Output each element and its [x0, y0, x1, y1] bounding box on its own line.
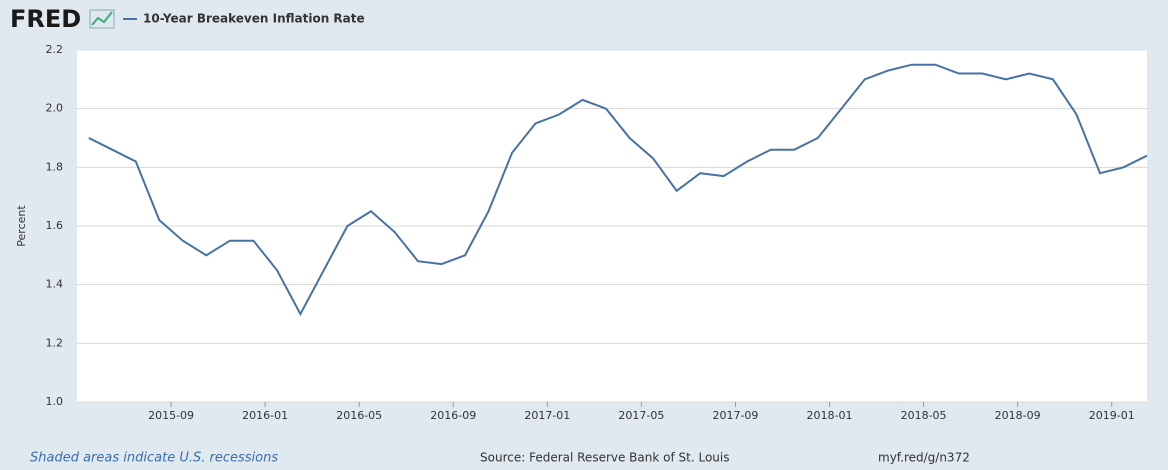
- logo-icon: [89, 9, 115, 29]
- logo: FRED: [10, 5, 81, 33]
- x-tick-label: 2016-05: [336, 409, 382, 422]
- recession-note[interactable]: Shaded areas indicate U.S. recessions: [30, 451, 278, 466]
- x-tick-label: 2017-01: [524, 409, 570, 422]
- x-tick-label: 2016-01: [242, 409, 288, 422]
- y-tick-label: 2.2: [46, 43, 64, 56]
- x-tick-label: 2017-09: [712, 409, 758, 422]
- x-tick-label: 2017-05: [618, 409, 664, 422]
- legend-label[interactable]: 10-Year Breakeven Inflation Rate: [143, 12, 365, 26]
- x-tick-label: 2018-05: [901, 409, 947, 422]
- series-line: [88, 63, 1148, 317]
- y-tick-label: 1.4: [46, 278, 64, 291]
- source: Source: Federal Reserve Bank of St. Loui…: [480, 451, 729, 465]
- x-tick-label: 2016-09: [430, 409, 476, 422]
- x-tick-label: 2018-09: [995, 409, 1041, 422]
- x-tick-label: 2019-01: [1089, 409, 1135, 422]
- y-tick-label: 1.8: [46, 160, 64, 173]
- y-tick-label: 1.2: [46, 336, 64, 349]
- logo-icon: [91, 11, 113, 26]
- x-tick-label: 2015-09: [148, 409, 194, 422]
- y-tick-label: 2.0: [46, 102, 64, 115]
- x-tick-label: 2018-01: [807, 409, 853, 422]
- short-link[interactable]: myf.red/g/n372: [878, 451, 970, 465]
- y-axis-label: Percent: [15, 205, 28, 247]
- y-tick-label: 1.6: [46, 219, 64, 232]
- y-tick-label: 1.0: [46, 395, 64, 408]
